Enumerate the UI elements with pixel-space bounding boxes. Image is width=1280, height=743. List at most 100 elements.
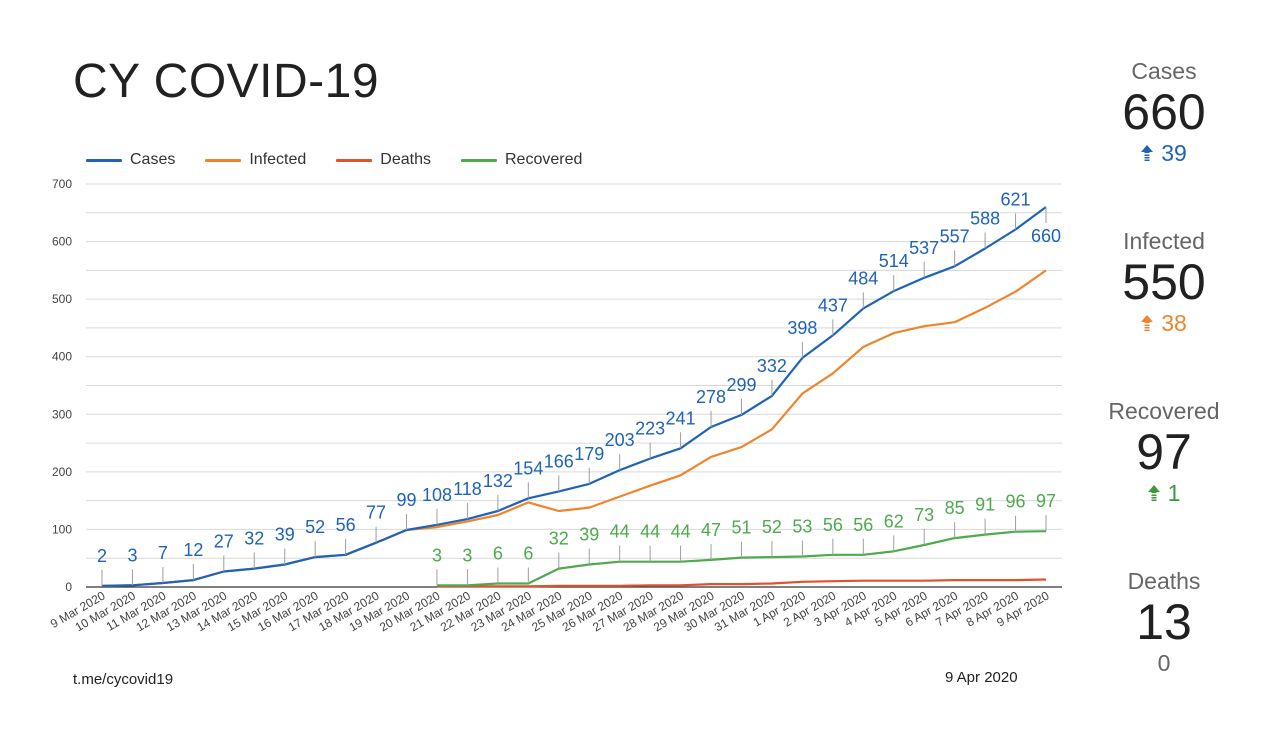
legend-swatch-infected (205, 158, 242, 162)
legend-item-infected[interactable]: Infected (205, 151, 306, 169)
data-label-cases: 223 (635, 419, 665, 439)
data-label-cases: 179 (574, 444, 604, 464)
data-label-recovered: 3 (462, 545, 472, 565)
data-label-cases: 108 (422, 485, 452, 505)
data-label-recovered: 47 (701, 520, 721, 540)
data-label-cases: 557 (940, 226, 970, 246)
data-label-cases: 32 (244, 529, 264, 549)
summary-delta-value: 1 (1167, 480, 1181, 506)
legend-label-cases: Cases (130, 151, 176, 168)
legend-item-recovered[interactable]: Recovered (461, 151, 582, 169)
data-label-cases: 52 (305, 517, 325, 537)
legend-swatch-cases (86, 158, 122, 162)
y-tick-label: 0 (65, 580, 72, 594)
data-label-cases: 588 (970, 208, 1000, 228)
data-label-recovered: 51 (731, 518, 751, 538)
data-label-cases: 241 (666, 408, 696, 428)
update-date: 9 Apr 2020 (945, 669, 1018, 686)
data-label-cases: 437 (818, 295, 848, 315)
data-label-cases: 537 (909, 238, 939, 258)
summary-delta: 38 (1096, 310, 1232, 336)
data-label-cases: 166 (544, 451, 574, 471)
data-label-cases: 332 (757, 356, 787, 376)
page-title: CY COVID-19 (73, 55, 380, 108)
y-tick-label: 200 (52, 465, 72, 479)
legend-swatch-recovered (461, 158, 497, 162)
data-label-cases: 278 (696, 387, 726, 407)
data-label-recovered: 44 (610, 522, 630, 542)
data-label-recovered: 6 (523, 544, 533, 564)
data-label-cases: 99 (397, 490, 417, 510)
summary-label: Cases (1131, 58, 1197, 84)
y-tick-label: 300 (52, 407, 72, 421)
y-tick-label: 700 (52, 177, 72, 191)
data-label-cases: 484 (848, 268, 878, 288)
legend-swatch-deaths (336, 158, 373, 162)
y-tick-label: 600 (52, 235, 72, 249)
y-axis-ticks: 0 100 200 300 400 500 600 700 (52, 177, 72, 594)
summary-delta-value: 39 (1161, 140, 1187, 166)
arrow-up-icon (1141, 315, 1154, 331)
arrow-up-icon (1147, 485, 1160, 501)
data-label-recovered: 3 (432, 545, 442, 565)
data-label-recovered: 73 (914, 505, 934, 525)
data-label-recovered: 96 (1006, 492, 1026, 512)
source-link[interactable]: t.me/cycovid19 (73, 671, 174, 688)
summary-deaths: Deaths 13 0 (1096, 568, 1232, 676)
y-tick-label: 400 (52, 350, 72, 364)
data-label-cases: 203 (605, 430, 635, 450)
summary-label: Deaths (1127, 568, 1201, 594)
legend-item-deaths[interactable]: Deaths (336, 151, 431, 169)
legend-item-cases[interactable]: Cases (86, 151, 175, 169)
summary-delta-value: 38 (1161, 310, 1187, 336)
data-label-cases: 2 (97, 546, 107, 566)
data-label-recovered: 97 (1036, 491, 1056, 511)
data-label-recovered: 39 (579, 525, 599, 545)
series-line-deaths (437, 578, 1047, 588)
data-label-cases: 621 (1001, 189, 1031, 209)
arrow-up-icon (1141, 145, 1154, 161)
summary-delta: 0 (1096, 650, 1232, 676)
data-label-cases: 398 (787, 318, 817, 338)
summary-value: 13 (1136, 594, 1192, 650)
data-label-recovered: 52 (762, 517, 782, 537)
grid-lines (86, 183, 1062, 559)
summary-infected: Infected 550 38 (1096, 228, 1232, 336)
data-label-cases: 39 (275, 525, 295, 545)
series-lines (101, 206, 1047, 588)
summary-label: Infected (1123, 228, 1205, 254)
data-label-recovered: 32 (549, 529, 569, 549)
data-label-recovered: 85 (945, 498, 965, 518)
data-label-recovered: 91 (975, 495, 995, 515)
data-label-recovered: 62 (884, 511, 904, 531)
data-label-cases: 132 (483, 471, 513, 491)
data-label-cases: 299 (726, 375, 756, 395)
y-tick-label: 500 (52, 292, 72, 306)
data-label-cases: 27 (214, 531, 234, 551)
data-label-cases: 154 (513, 458, 543, 478)
series-line-cases (101, 206, 1047, 587)
summary-value: 550 (1122, 254, 1206, 310)
data-label-cases: 56 (336, 515, 356, 535)
data-label-recovered: 44 (671, 522, 691, 542)
legend-label-infected: Infected (249, 151, 307, 168)
summary-delta: 39 (1096, 140, 1232, 166)
data-label-cases: 514 (879, 251, 909, 271)
data-label-cases: 660 (1031, 226, 1061, 246)
summary-recovered: Recovered 97 1 (1096, 398, 1232, 506)
summary-cases: Cases 660 39 (1096, 58, 1232, 166)
summary-delta: 1 (1096, 480, 1232, 506)
chart-legend: Cases Infected Deaths Recovered (86, 151, 612, 169)
summary-delta-value: 0 (1157, 650, 1171, 676)
summary-value: 660 (1122, 84, 1206, 140)
legend-label-deaths: Deaths (380, 151, 431, 168)
data-label-cases: 77 (366, 503, 386, 523)
data-label-cases: 12 (183, 540, 203, 560)
data-label-cases: 3 (127, 545, 137, 565)
summary-label: Recovered (1108, 398, 1220, 424)
summary-value: 97 (1136, 424, 1192, 480)
data-label-recovered: 53 (792, 516, 812, 536)
